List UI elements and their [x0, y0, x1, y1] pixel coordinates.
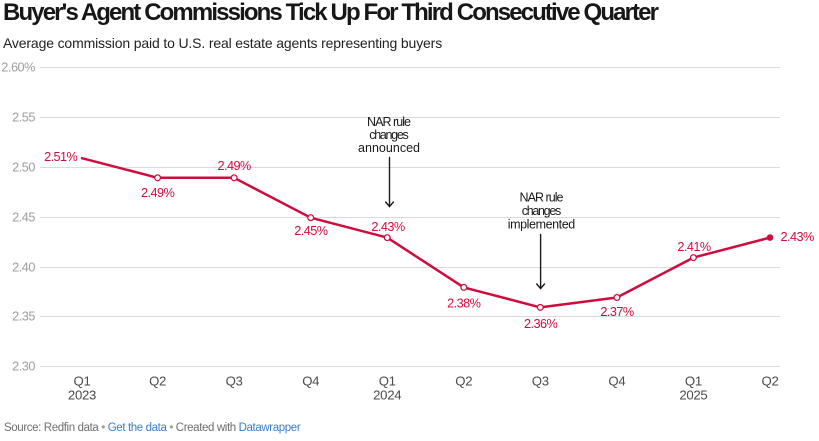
svg-text:Q3: Q3: [532, 374, 549, 389]
svg-text:2.45: 2.45: [12, 211, 35, 225]
svg-text:2023: 2023: [68, 388, 96, 403]
svg-text:Q2: Q2: [762, 374, 779, 389]
svg-text:2.49%: 2.49%: [217, 159, 250, 173]
svg-text:2.43%: 2.43%: [371, 220, 404, 234]
svg-text:2.30: 2.30: [12, 360, 35, 374]
svg-text:changes: changes: [522, 204, 562, 218]
svg-text:2.45%: 2.45%: [294, 224, 327, 238]
svg-text:2024: 2024: [373, 388, 401, 403]
svg-text:Q1: Q1: [379, 374, 396, 389]
svg-text:NAR rule: NAR rule: [367, 115, 411, 129]
svg-text:implemented: implemented: [508, 218, 576, 232]
svg-text:Q2: Q2: [455, 374, 472, 389]
svg-text:2025: 2025: [679, 388, 707, 403]
svg-text:Q4: Q4: [608, 374, 625, 389]
svg-text:Q1: Q1: [74, 374, 91, 389]
svg-text:Q3: Q3: [226, 374, 243, 389]
svg-text:Q2: Q2: [149, 374, 166, 389]
svg-text:2.55: 2.55: [12, 111, 35, 125]
svg-text:changes: changes: [369, 128, 409, 142]
svg-text:Q4: Q4: [302, 374, 319, 389]
svg-text:2.41%: 2.41%: [677, 240, 710, 254]
svg-text:2.38%: 2.38%: [447, 297, 480, 311]
svg-text:2.35: 2.35: [12, 310, 35, 324]
svg-text:Q1: Q1: [685, 374, 702, 389]
svg-text:announced: announced: [358, 141, 420, 155]
svg-text:2.50: 2.50: [12, 161, 35, 175]
svg-text:2.51%: 2.51%: [44, 150, 77, 164]
svg-text:2.43%: 2.43%: [781, 230, 814, 244]
svg-text:2.36%: 2.36%: [524, 317, 557, 331]
svg-text:2.37%: 2.37%: [600, 305, 633, 319]
svg-text:2.40: 2.40: [12, 261, 35, 275]
svg-text:2.60%: 2.60%: [1, 61, 35, 75]
svg-text:NAR rule: NAR rule: [520, 191, 564, 205]
svg-text:2.49%: 2.49%: [141, 186, 174, 200]
